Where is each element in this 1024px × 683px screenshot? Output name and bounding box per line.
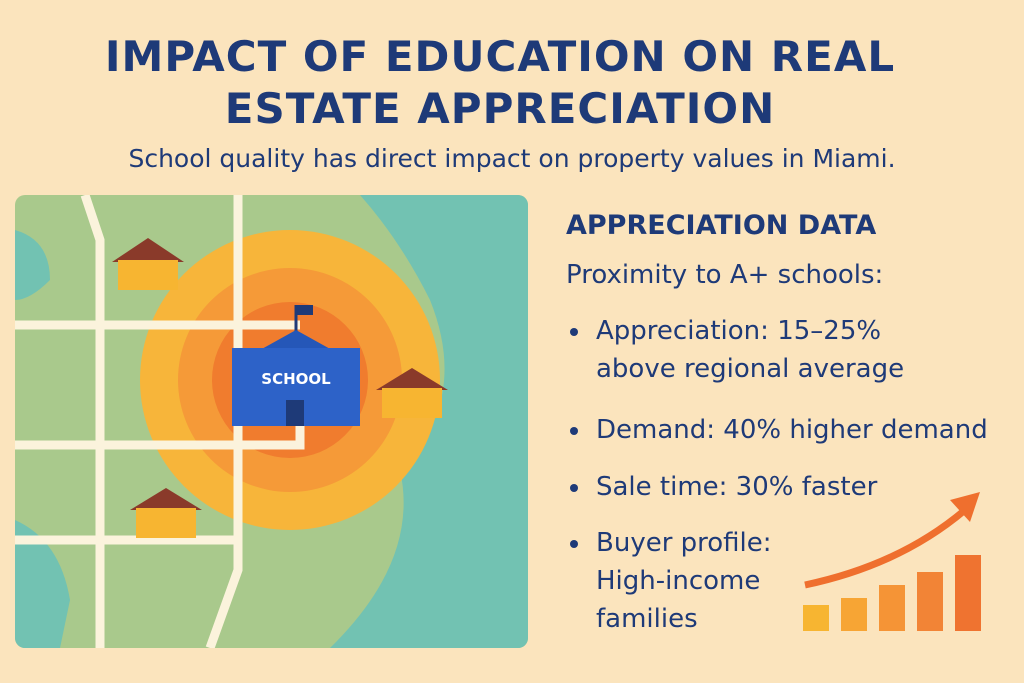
house: [112, 238, 184, 290]
house: [376, 368, 448, 418]
section-heading: APPRECIATION DATA: [566, 210, 877, 241]
title: IMPACT OF EDUCATION ON REAL: [104, 32, 896, 81]
bullet: Demand: 40% higher demand: [570, 411, 1016, 449]
bullet: Sale time: 30% faster: [570, 468, 996, 506]
bullet: Appreciation: 15–25% above regional aver…: [570, 312, 926, 388]
school-label: SCHOOL: [261, 370, 331, 388]
title: ESTATE APPRECIATION: [224, 84, 776, 133]
map: SCHOOL: [15, 195, 528, 648]
subtitle: School quality has direct impact on prop…: [128, 144, 896, 173]
intro: Proximity to A+ schools:: [566, 260, 884, 290]
growth-icon: [803, 492, 981, 631]
school-building: [232, 305, 360, 426]
bullet: Buyer profile: High-income families: [570, 524, 796, 638]
house: [130, 488, 202, 538]
